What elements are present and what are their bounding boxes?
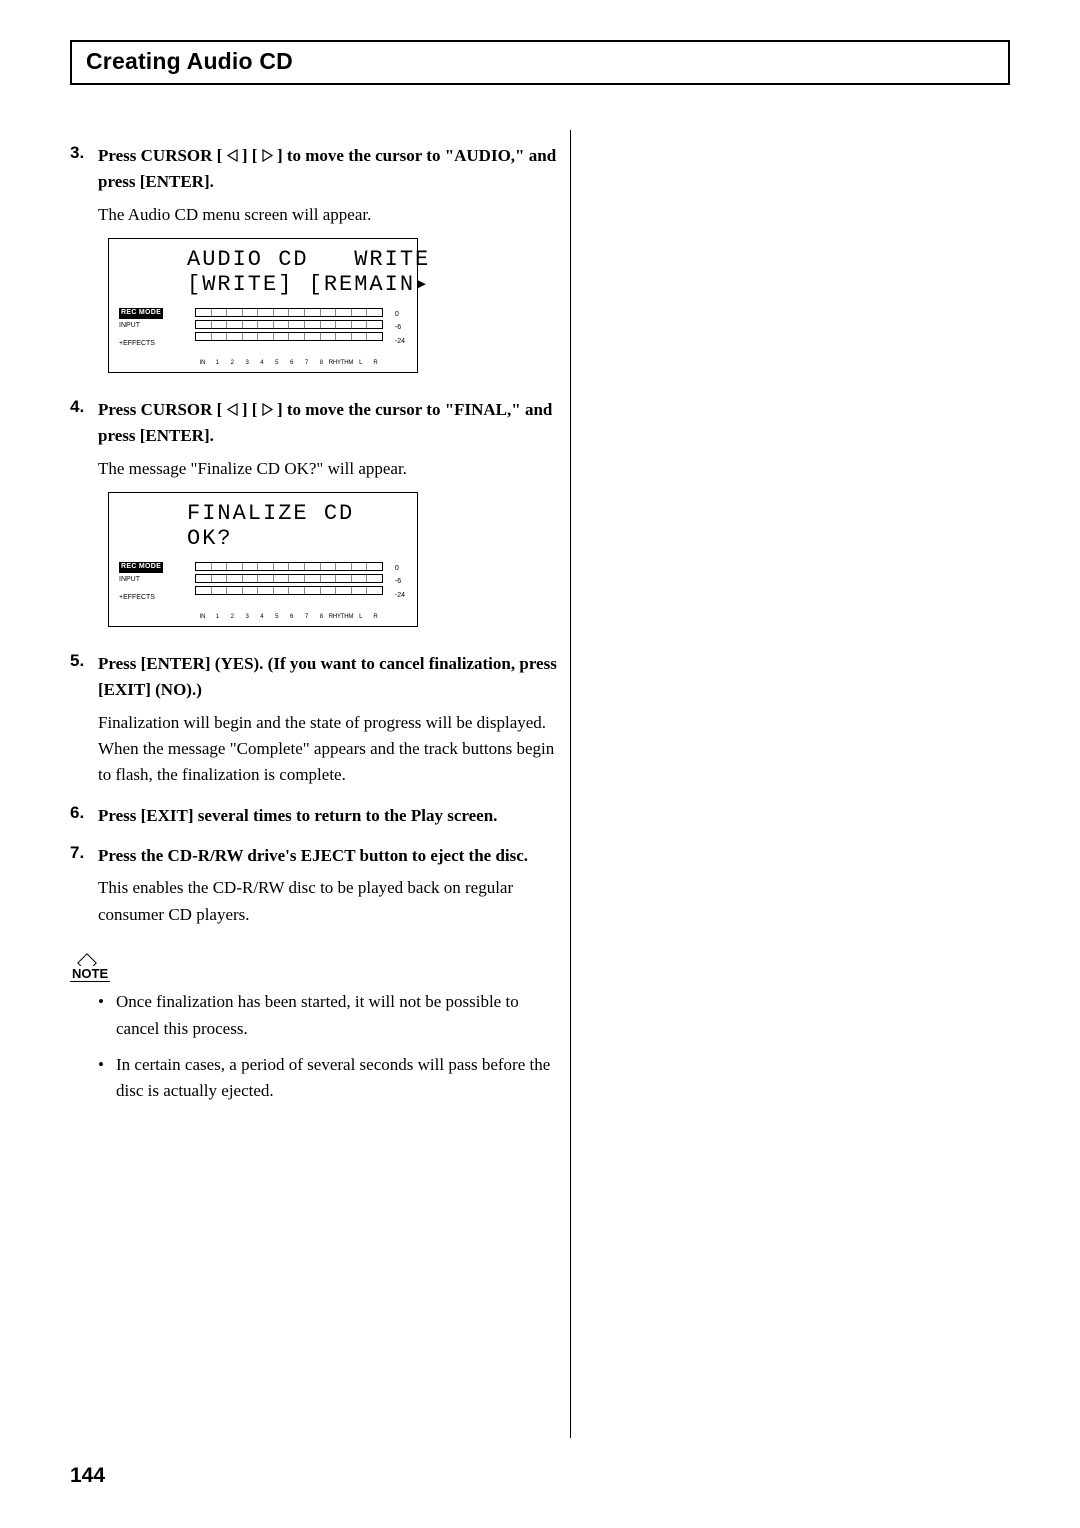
input-label: INPUT (119, 575, 163, 586)
step-follow: The message "Finalize CD OK?" will appea… (98, 456, 560, 482)
note-bullets: Once finalization has been started, it w… (98, 989, 560, 1104)
effects-label: +EFFECTS (119, 339, 163, 350)
input-label: INPUT (119, 321, 163, 332)
lcd-meter-area: REC MODE INPUT +EFFECTS IN12345678RHYTHM… (119, 308, 409, 366)
note-icon: NOTE (70, 962, 110, 981)
lcd-line2: [WRITE] [REMAIN▸ (187, 272, 411, 297)
cursor-right-icon (262, 149, 273, 162)
meter-db: 0-6-24 (395, 562, 405, 602)
step-number: 7. (70, 843, 98, 863)
lcd-line2: OK? (187, 526, 411, 551)
step-instruction: Press CURSOR [ ] [ ] to move the cursor … (98, 397, 560, 450)
step-number: 3. (70, 143, 98, 163)
step-instruction: Press [EXIT] several times to return to … (98, 803, 560, 829)
step-number: 5. (70, 651, 98, 671)
recmode-label: REC MODE (119, 562, 163, 573)
meter-numbers: IN12345678RHYTHMLR (195, 360, 383, 366)
step-number: 6. (70, 803, 98, 823)
step-number: 4. (70, 397, 98, 417)
left-column: 3. Press CURSOR [ ] [ ] to move the curs… (70, 143, 560, 1105)
step-3: 3. Press CURSOR [ ] [ ] to move the curs… (70, 143, 560, 373)
lcd-line1: AUDIO CD WRITE (187, 247, 411, 272)
note-item: In certain cases, a period of several se… (98, 1052, 560, 1105)
note-label: NOTE (70, 966, 110, 982)
step-4: 4. Press CURSOR [ ] [ ] to move the curs… (70, 397, 560, 627)
lcd-text: FINALIZE CDOK? (187, 501, 411, 552)
step-7: 7. Press the CD-R/RW drive's EJECT butto… (70, 843, 560, 928)
recmode-label: REC MODE (119, 308, 163, 319)
lcd-screen-1: AUDIO CD WRITE[WRITE] [REMAIN▸ REC MODE … (108, 238, 418, 373)
step-follow: This enables the CD-R/RW disc to be play… (98, 875, 560, 928)
column-divider (570, 130, 571, 1438)
step-follow: Finalization will begin and the state of… (98, 710, 560, 789)
instr-pre: Press CURSOR [ (98, 400, 227, 419)
step-follow: The Audio CD menu screen will appear. (98, 202, 560, 228)
cursor-left-icon (227, 403, 238, 416)
meter-grid (195, 308, 383, 352)
cursor-left-icon (227, 149, 238, 162)
section-title: Creating Audio CD (86, 48, 994, 75)
lcd-side-labels: REC MODE INPUT +EFFECTS (119, 308, 163, 352)
step-instruction: Press CURSOR [ ] [ ] to move the cursor … (98, 143, 560, 196)
lcd-text: AUDIO CD WRITE[WRITE] [REMAIN▸ (187, 247, 411, 298)
bracket-mid: ] [ (242, 400, 262, 419)
lcd-side-labels: REC MODE INPUT +EFFECTS (119, 562, 163, 606)
effects-label: +EFFECTS (119, 593, 163, 604)
step-6: 6. Press [EXIT] several times to return … (70, 803, 560, 829)
step-instruction: Press the CD-R/RW drive's EJECT button t… (98, 843, 560, 869)
meter-numbers: IN12345678RHYTHMLR (195, 614, 383, 620)
cursor-right-icon (262, 403, 273, 416)
lcd-screen-2: FINALIZE CDOK? REC MODE INPUT +EFFECTS I… (108, 492, 418, 627)
bracket-mid: ] [ (242, 146, 262, 165)
meter-grid (195, 562, 383, 606)
lcd-line1: FINALIZE CD (187, 501, 411, 526)
step-instruction: Press [ENTER] (YES). (If you want to can… (98, 651, 560, 704)
page-number: 144 (70, 1464, 105, 1488)
note-item: Once finalization has been started, it w… (98, 989, 560, 1042)
step-5: 5. Press [ENTER] (YES). (If you want to … (70, 651, 560, 789)
instr-pre: Press CURSOR [ (98, 146, 227, 165)
section-header: Creating Audio CD (70, 40, 1010, 85)
meter-db: 0-6-24 (395, 308, 405, 348)
lcd-meter-area: REC MODE INPUT +EFFECTS IN12345678RHYTHM… (119, 562, 409, 620)
